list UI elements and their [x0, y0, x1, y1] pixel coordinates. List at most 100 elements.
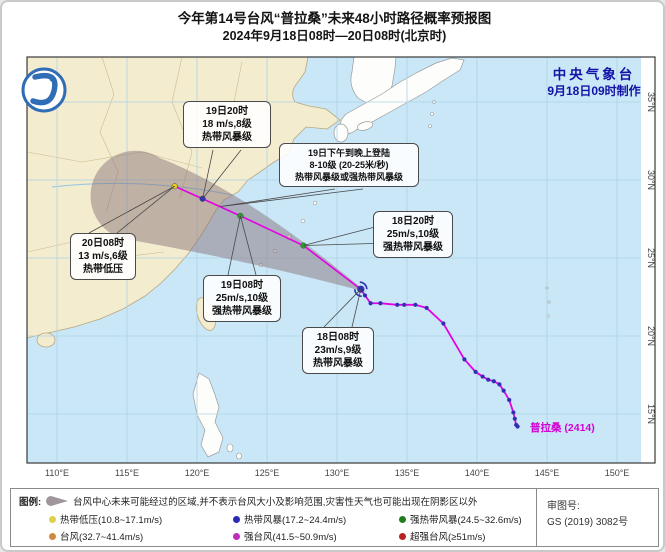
callout-line: 18日20时: [391, 216, 435, 227]
observed-track-point: [395, 302, 400, 307]
lat-tick-label: 15°N: [646, 404, 656, 424]
grid-lines: [27, 57, 641, 463]
callout-pointer-lines: [88, 149, 374, 328]
legend-item: 超强台风(≥51m/s): [399, 529, 485, 543]
observed-track-point: [486, 377, 491, 382]
callout-line: 20日08时: [81, 238, 125, 249]
legend-color-dot: [49, 515, 56, 523]
legend-cone-note: 台风中心未来可能经过的区域,并不表示台风大小及影响范围,灾害性天气也可能出现在阴…: [73, 497, 478, 508]
hainan-island: [36, 332, 56, 348]
callout-line: 23m/s,9级: [314, 345, 362, 356]
legend-item-label: 热带低压(10.8~17.1m/s): [60, 515, 163, 526]
observed-track-point: [402, 302, 407, 307]
observed-track-point: [491, 379, 496, 384]
observed-track-point: [368, 301, 373, 306]
review-number: GS (2019) 3082号: [547, 517, 629, 528]
lon-tick-label: 135°E: [395, 468, 420, 478]
issue-time: 9月18日09时制作: [547, 83, 640, 98]
lon-tick-label: 140°E: [465, 468, 490, 478]
japan-kyushu: [333, 123, 349, 143]
japan-shikoku: [356, 121, 374, 131]
callout-line: 19日下午到晚上登陆: [307, 148, 390, 158]
legend-item: 台风(32.7~41.4m/s): [49, 529, 143, 543]
callout-line: 13 m/s,6级: [78, 251, 128, 262]
observed-track-point: [424, 305, 429, 311]
lon-tick-label: 145°E: [535, 468, 560, 478]
legend-item-label: 强热带风暴(24.5~32.6m/s): [410, 515, 522, 526]
observed-track-point: [507, 397, 512, 403]
lat-tick-label: 35°N: [646, 92, 656, 112]
legend-item-label: 超强台风(≥51m/s): [410, 532, 486, 543]
legend-item-label: 强台风(41.5~50.9m/s): [244, 532, 337, 543]
observed-track-point: [501, 388, 506, 393]
legend-title: 图例:: [19, 497, 42, 508]
legend-color-dot: [49, 532, 56, 540]
ph-island: [236, 452, 242, 460]
observed-track-point: [480, 374, 485, 379]
legend-item: 强台风(41.5~50.9m/s): [233, 529, 337, 543]
lon-tick-label: 130°E: [325, 468, 350, 478]
lon-tick-label: 125°E: [255, 468, 280, 478]
callout-line: 强热带风暴级: [212, 306, 272, 317]
forecast-probability-cone: [90, 150, 367, 292]
review-label: 审图号:: [547, 501, 580, 512]
callout-line: 18日08时: [316, 332, 360, 343]
callout-line: 热带风暴级或强热带风暴级: [294, 172, 403, 182]
lat-tick-label: 20°N: [646, 326, 656, 346]
callout-line: 热带风暴级: [202, 132, 252, 143]
callout-line: 热带风暴级: [313, 358, 363, 369]
latitude-labels: 35°N 30°N 25°N 20°N 15°N: [646, 92, 656, 424]
yangtze-river: [51, 182, 233, 196]
map-border: [26, 56, 656, 464]
legend-cone-row: 图例: 台风中心未来可能经过的区域,并不表示台风大小及影响范围,灾害性天气也可能…: [19, 494, 477, 508]
observed-track-point: [362, 293, 368, 298]
forecast-callout: 19日下午到晚上登陆 8-10级 (20-25米/秒) 热带风暴级或强热带风暴级: [279, 143, 419, 187]
callout-line: 强热带风暴级: [383, 242, 443, 253]
callout-line: 19日08时: [220, 280, 264, 291]
forecast-callout: 18日08时 23m/s,9级 热带风暴级: [302, 327, 374, 374]
observed-track-point: [441, 321, 446, 326]
storm-name-label: 普拉桑 (2414): [530, 421, 595, 434]
legend-item: 强热带风暴(24.5~32.6m/s): [399, 512, 522, 526]
forecast-callout: 19日20时 18 m/s,8级 热带风暴级: [183, 101, 271, 148]
observed-track-point: [514, 422, 519, 428]
callout-line: 热带低压: [83, 264, 123, 275]
observed-track-point: [511, 410, 516, 415]
lat-tick-label: 30°N: [646, 170, 656, 190]
lat-label-strip: [641, 57, 655, 463]
legend-color-dot: [233, 515, 240, 523]
lon-tick-label: 150°E: [605, 468, 630, 478]
page-title: 今年第14号台风“普拉桑”未来48小时路径概率预报图 2024年9月18日08时…: [2, 9, 663, 45]
legend-color-dot: [233, 532, 240, 540]
lon-tick-label: 110°E: [45, 468, 69, 478]
callout-line: 25m/s,10级: [215, 293, 269, 304]
title-line2: 2024年9月18日08时—20日08时(北京时): [222, 29, 447, 43]
callout-line: 8-10级 (20-25米/秒): [309, 160, 389, 170]
lon-tick-label: 115°E: [115, 468, 139, 478]
callout-line: 25m/s,10级: [386, 229, 440, 240]
legend-item-label: 热带风暴(17.2~24.4m/s): [244, 515, 347, 526]
observed-track-point: [512, 416, 517, 421]
observed-track-point: [413, 302, 418, 307]
ph-island: [226, 443, 234, 453]
typhoon-symbol-arms: [354, 281, 368, 297]
agency-name: 中央气象台: [553, 66, 636, 82]
callout-line: 18 m/s,8级: [202, 119, 252, 130]
observed-track-point: [497, 382, 502, 387]
map-review-number: 审图号: GS (2019) 3082号: [536, 489, 659, 546]
forecast-callout: 20日08时 13 m/s,6级 热带低压: [70, 233, 136, 280]
forecast-callout: 19日08时 25m/s,10级 强热带风暴级: [203, 275, 281, 322]
forecast-callout: 18日20时 25m/s,10级 强热带风暴级: [373, 211, 453, 258]
legend-item: 热带低压(10.8~17.1m/s): [49, 512, 162, 526]
observed-track-point: [378, 301, 383, 306]
legend-item-label: 台风(32.7~41.4m/s): [60, 532, 144, 543]
observed-track-point: [462, 357, 467, 362]
legend-color-dot: [399, 532, 406, 540]
cma-logo: [21, 67, 67, 113]
observed-track-point: [473, 369, 478, 374]
legend-item: 热带风暴(17.2~24.4m/s): [233, 512, 346, 526]
legend-box: 图例: 台风中心未来可能经过的区域,并不表示台风大小及影响范围,灾害性天气也可能…: [10, 488, 659, 547]
cone-icon: [46, 496, 69, 506]
callout-line: 19日20时: [205, 106, 249, 117]
